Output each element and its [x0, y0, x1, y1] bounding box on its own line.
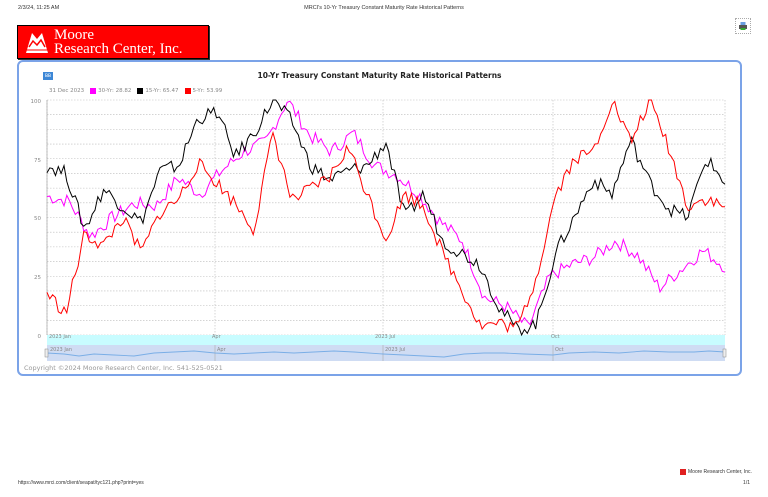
nav-tick-jul: 2023 Jul	[385, 347, 405, 353]
copyright-text: Copyright ©2024 Moore Research Center, I…	[24, 364, 223, 372]
series-15yr-line[interactable]	[46, 99, 726, 337]
range-navigator[interactable]: 2023 Jan Apr 2023 Jul Oct	[44, 345, 727, 361]
logo-mark-icon	[26, 33, 48, 53]
legend-date: 31 Dec 2023	[49, 88, 85, 94]
x-tick-jul: 2023 Jul	[375, 334, 395, 340]
chart-title: 10-Yr Treasury Constant Maturity Rate Hi…	[257, 71, 502, 80]
y-tick-100: 100	[31, 99, 42, 105]
y-tick-0: 0	[38, 334, 42, 340]
bb-toggle-button[interactable]: BB	[43, 72, 53, 80]
print-button[interactable]	[735, 18, 751, 34]
footer-brand: Moore Research Center, Inc.	[680, 469, 752, 475]
legend-swatch	[90, 88, 97, 94]
nav-tick-oct: Oct	[555, 347, 564, 353]
legend-swatch	[137, 88, 144, 94]
y-tick-25: 25	[34, 275, 41, 281]
page-number: 1/1	[743, 480, 750, 486]
legend-item-15yr[interactable]: 15-Yr: 65.47	[137, 88, 179, 94]
navigator-left-handle[interactable]	[44, 348, 49, 358]
nav-tick-jan: 2023 Jan	[50, 347, 72, 353]
y-tick-75: 75	[34, 158, 41, 164]
logo-line-1: Moore	[54, 27, 94, 43]
logo-line-2: Research Center, Inc.	[54, 41, 183, 57]
print-datetime: 2/3/24, 11:25 AM	[18, 5, 60, 11]
chart-legend: 31 Dec 2023 30-Yr: 28.82 15-Yr: 65.47 5-…	[49, 88, 222, 94]
legend-swatch	[184, 88, 191, 94]
print-page-title: MRCI's 10-Yr Treasury Constant Maturity …	[304, 5, 464, 11]
x-tick-apr: Apr	[212, 334, 222, 340]
series-30yr-line[interactable]	[46, 100, 726, 326]
moore-research-logo[interactable]: Moore Research Center, Inc.	[17, 25, 209, 59]
series-5yr-line[interactable]	[46, 99, 725, 334]
printer-icon	[739, 22, 747, 30]
nav-tick-apr: Apr	[217, 347, 227, 353]
x-tick-oct: Oct	[551, 334, 560, 340]
chart-plot[interactable]: 100 75 50 25 0 2023 Jan Apr 2023 Jul Oct…	[19, 62, 740, 374]
legend-item-5yr[interactable]: 5-Yr: 53.99	[184, 88, 222, 94]
legend-item-30yr[interactable]: 30-Yr: 28.82	[90, 88, 131, 94]
y-tick-50: 50	[34, 216, 41, 222]
brand-mini-logo-icon	[680, 469, 686, 475]
navigator-right-handle[interactable]	[722, 348, 727, 358]
x-tick-jan: 2023 Jan	[49, 334, 71, 340]
print-url: https://www.mrci.com/client/seapat/tyc12…	[18, 480, 144, 486]
print-header: 2/3/24, 11:25 AM MRCI's 10-Yr Treasury C…	[0, 5, 768, 15]
chart-container: BB 10-Yr Treasury Constant Maturity Rate…	[17, 60, 742, 376]
